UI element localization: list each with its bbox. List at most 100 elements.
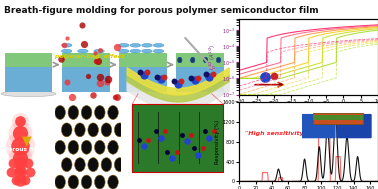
Point xyxy=(97,82,103,85)
Point xyxy=(174,150,180,153)
Point xyxy=(141,73,147,76)
Point xyxy=(206,136,212,139)
Point xyxy=(202,130,208,133)
Ellipse shape xyxy=(203,57,208,63)
Circle shape xyxy=(68,140,79,154)
Point xyxy=(195,153,201,156)
Ellipse shape xyxy=(217,57,221,63)
Circle shape xyxy=(88,123,98,137)
Point xyxy=(17,170,23,173)
Circle shape xyxy=(94,105,105,119)
X-axis label: $V_G$ (V): $V_G$ (V) xyxy=(299,105,318,114)
Point xyxy=(10,161,16,164)
Point xyxy=(17,120,23,123)
Point xyxy=(184,140,190,143)
Point xyxy=(191,147,197,150)
Point xyxy=(154,76,160,79)
Ellipse shape xyxy=(191,57,195,63)
Point xyxy=(210,73,216,76)
Circle shape xyxy=(55,140,65,154)
Circle shape xyxy=(81,175,92,189)
Point xyxy=(178,80,184,83)
Y-axis label: $I_D^{\ 1/2}$ ($A^{1/2}$): $I_D^{\ 1/2}$ ($A^{1/2}$) xyxy=(208,43,219,70)
Circle shape xyxy=(153,49,164,53)
Circle shape xyxy=(94,140,105,154)
Circle shape xyxy=(74,123,85,137)
Point xyxy=(200,147,206,150)
Circle shape xyxy=(108,175,118,189)
Point xyxy=(137,71,143,74)
FancyBboxPatch shape xyxy=(5,53,53,67)
Point xyxy=(17,161,23,164)
Circle shape xyxy=(130,43,141,47)
Point xyxy=(17,168,23,171)
Circle shape xyxy=(114,158,125,172)
FancyBboxPatch shape xyxy=(119,53,167,67)
Point xyxy=(64,81,70,84)
Ellipse shape xyxy=(178,57,182,63)
Circle shape xyxy=(55,175,65,189)
Point xyxy=(164,150,170,153)
Circle shape xyxy=(62,43,72,47)
Point xyxy=(90,93,96,96)
Circle shape xyxy=(101,158,112,172)
Ellipse shape xyxy=(217,57,221,63)
Circle shape xyxy=(61,158,72,172)
Point xyxy=(17,120,23,123)
Point xyxy=(179,133,185,136)
Text: Breath-figure molding for porous polymer semiconductor film: Breath-figure molding for porous polymer… xyxy=(4,6,318,15)
Point xyxy=(105,77,111,81)
Ellipse shape xyxy=(203,57,208,63)
Point xyxy=(211,130,217,133)
Point xyxy=(171,80,177,83)
Point xyxy=(17,132,23,135)
Circle shape xyxy=(114,123,125,137)
Text: "High sensitivity": "High sensitivity" xyxy=(245,131,307,136)
Text: 'polymer-bag' effect: 'polymer-bag' effect xyxy=(53,54,124,59)
Circle shape xyxy=(101,123,112,137)
Circle shape xyxy=(55,105,65,119)
Ellipse shape xyxy=(217,57,221,63)
Point xyxy=(22,179,28,182)
Point xyxy=(161,76,167,79)
Point xyxy=(17,168,23,171)
Point xyxy=(158,78,164,81)
Point xyxy=(112,95,118,98)
Circle shape xyxy=(108,105,118,119)
Point xyxy=(136,138,142,141)
Point xyxy=(79,23,85,26)
Ellipse shape xyxy=(203,57,208,63)
Circle shape xyxy=(81,105,92,119)
Circle shape xyxy=(153,43,164,47)
Point xyxy=(97,49,103,52)
Ellipse shape xyxy=(191,57,195,63)
Point xyxy=(93,60,99,63)
Circle shape xyxy=(142,49,152,53)
Point xyxy=(192,78,198,81)
Point xyxy=(141,145,147,148)
Circle shape xyxy=(119,49,129,53)
Point xyxy=(91,52,98,55)
Point xyxy=(64,36,70,39)
FancyBboxPatch shape xyxy=(5,67,53,92)
Point xyxy=(26,170,33,173)
Point xyxy=(85,74,91,77)
Circle shape xyxy=(81,140,92,154)
Circle shape xyxy=(142,43,152,47)
FancyBboxPatch shape xyxy=(132,104,223,172)
Point xyxy=(162,130,168,133)
Ellipse shape xyxy=(178,57,182,63)
Point xyxy=(114,96,120,99)
Ellipse shape xyxy=(191,57,195,63)
Circle shape xyxy=(74,158,85,172)
Ellipse shape xyxy=(1,91,56,97)
Point xyxy=(195,76,201,79)
FancyBboxPatch shape xyxy=(62,67,110,92)
Point xyxy=(25,161,31,164)
Circle shape xyxy=(77,49,88,53)
Point xyxy=(17,156,23,159)
Point xyxy=(188,133,194,136)
Text: Pristine film: Pristine film xyxy=(4,105,45,110)
FancyBboxPatch shape xyxy=(62,53,110,67)
Point xyxy=(61,43,67,46)
